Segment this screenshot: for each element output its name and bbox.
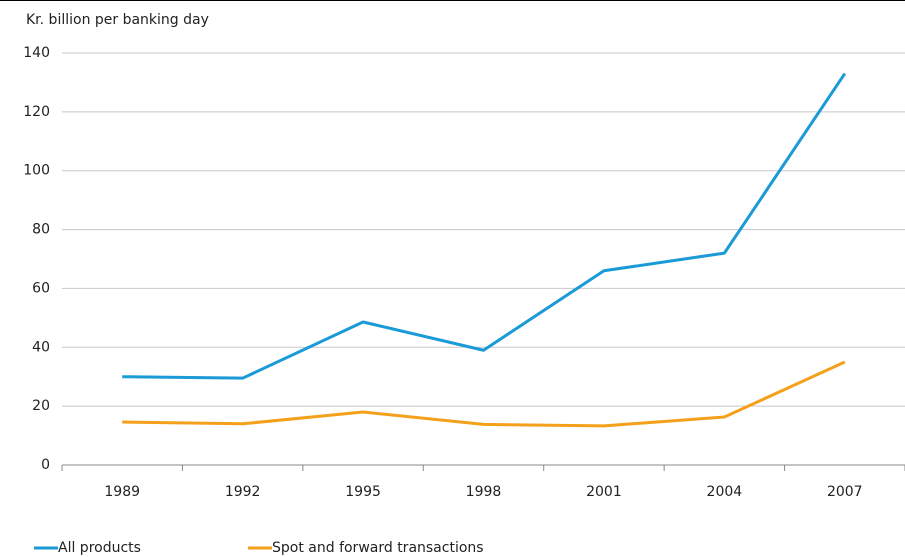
x-tick-label: 2004 (707, 484, 743, 500)
x-tick-label: 2001 (586, 484, 622, 500)
y-tick-label: 120 (23, 104, 50, 120)
y-tick-label: 40 (32, 339, 50, 355)
y-axis-label: Kr. billion per banking day (26, 12, 209, 28)
legend-label: Spot and forward transactions (272, 540, 484, 556)
y-tick-label: 20 (32, 398, 50, 414)
x-tick-label: 1998 (466, 484, 502, 500)
legend-label: All products (58, 540, 141, 556)
line-series (122, 72, 847, 380)
y-tick-label: 60 (32, 280, 50, 296)
y-tick-label: 140 (23, 45, 50, 61)
x-tick-label: 1989 (104, 484, 140, 500)
y-tick-label: 100 (23, 163, 50, 179)
y-tick-label: 80 (32, 222, 50, 238)
x-tick-label: 2007 (827, 484, 863, 500)
y-tick-label: 0 (41, 457, 50, 473)
x-tick-label: 1992 (225, 484, 261, 500)
line-series (122, 360, 846, 428)
x-tick-label: 1995 (345, 484, 381, 500)
